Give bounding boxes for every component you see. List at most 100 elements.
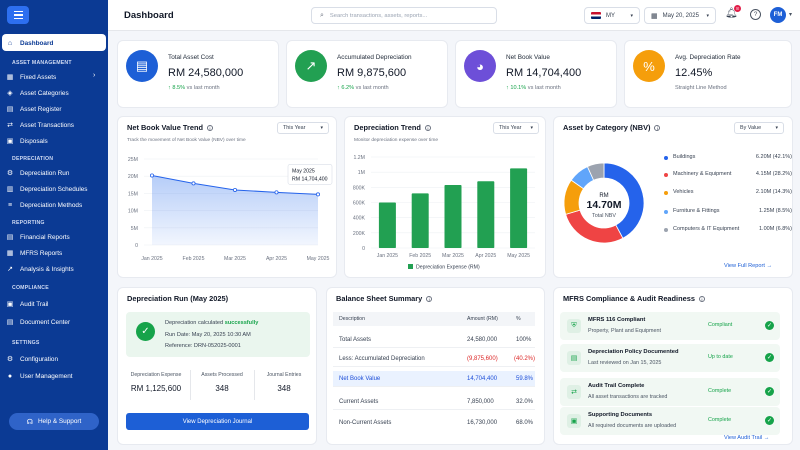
card-title: Net Book Value Trend i — [127, 123, 213, 132]
section-label-reporting: REPORTING — [12, 220, 45, 226]
sidebar-item-asset-register[interactable]: ▤ Asset Register — [6, 102, 62, 116]
chevron-right-icon[interactable]: › — [93, 72, 96, 79]
legend-swatch — [408, 264, 413, 269]
arrow-right-icon: → — [766, 263, 773, 269]
report-icon: ▤ — [6, 234, 14, 241]
headset-icon: ☊ — [26, 418, 33, 426]
info-icon[interactable]: i — [424, 125, 431, 132]
sidebar-item-label: Analysis & Insights — [20, 265, 74, 273]
value-dropdown[interactable]: By Value ▾ — [734, 122, 784, 134]
depreciation-bar — [444, 185, 462, 248]
chevron-down-icon: ▾ — [530, 125, 533, 131]
view-full-report-link[interactable]: View Full Report → — [724, 263, 772, 269]
period-dropdown[interactable]: This Year ▾ — [493, 122, 539, 134]
run-reference: Reference: DRN-052025-0001 — [165, 343, 241, 349]
view-depreciation-journal-button[interactable]: View Depreciation Journal — [126, 413, 309, 430]
stat-label: Depreciation Expense — [130, 372, 182, 378]
donut-slice — [586, 162, 605, 181]
analytics-icon: ↗ — [7, 266, 13, 273]
stat-label: Journal Entries — [266, 372, 302, 378]
compliance-card: MFRS Compliance & Audit Readiness i ⛨ MFRS… — [553, 287, 793, 445]
kpi-change: ↑ 8.5% vs last month — [168, 85, 220, 91]
sidebar-item-audit-trail[interactable]: ▣ Audit Trail — [6, 297, 49, 311]
sidebar-item-depreciation-run[interactable]: ⚙ Depreciation Run — [6, 166, 70, 180]
check-circle-icon: ✓ — [136, 322, 155, 341]
donut-center-label: RM — [599, 193, 608, 199]
donut-center-value: 14.70M — [586, 199, 621, 211]
legend-item: Computers & IT Equipment 1.00M (6.8%) — [664, 226, 792, 234]
item-desc: Property, Plant and Equipment — [588, 328, 662, 334]
y-tick-label: 5M — [131, 226, 138, 232]
sidebar-item-dashboard[interactable]: ⌂ Dashboard — [6, 36, 54, 50]
sidebar-item-depreciation-schedules[interactable]: ▥ Depreciation Schedules — [6, 182, 88, 196]
cell-pct: (40.2%) — [514, 356, 536, 362]
sidebar-item-label: Asset Categories — [20, 89, 69, 97]
info-icon[interactable]: i — [206, 125, 213, 132]
tag-icon: ◈ — [7, 90, 13, 97]
top-header: Dashboard ⌕ Search transactions, assets, … — [108, 0, 800, 31]
tooltip-box — [287, 164, 333, 185]
period-dropdown[interactable]: This Year ▾ — [277, 122, 329, 134]
document-icon: ▤ — [567, 351, 581, 365]
date-picker[interactable]: ▦ May 20, 2025 ▾ — [644, 7, 716, 24]
card-title: MFRS Compliance & Audit Readiness i — [563, 294, 705, 303]
sidebar-item-disposals[interactable]: ▣ Disposals — [6, 134, 48, 148]
y-tick-label: 400K — [353, 216, 366, 222]
legend-label: Computers & IT Equipment — [673, 226, 740, 232]
section-label-settings: SETTINGS — [12, 340, 40, 346]
item-title: Supporting Documents — [588, 412, 653, 418]
sidebar-item-mfrs-reports[interactable]: ▦ MFRS Reports — [6, 246, 63, 260]
period-value: This Year — [283, 125, 306, 131]
search-input[interactable]: ⌕ Search transactions, assets, reports... — [311, 7, 497, 24]
sidebar-item-asset-categories[interactable]: ◈ Asset Categories — [6, 86, 69, 100]
info-icon[interactable]: i — [654, 125, 661, 132]
cell-amount: 16,730,000 — [467, 420, 498, 426]
country-selector[interactable]: MY ▾ — [584, 7, 640, 24]
nbv-area-chart: 0 5M 10M 15M 20M 25M Jan 2025 Feb 2025 Mar 2025 A… — [128, 157, 333, 262]
sidebar-item-financial-reports[interactable]: ▤ Financial Reports — [6, 230, 70, 244]
sidebar-item-asset-transactions[interactable]: ⇄ Asset Transactions — [6, 118, 74, 132]
view-audit-trail-link[interactable]: View Audit Trail → — [724, 435, 769, 441]
transfer-icon: ⇄ — [7, 122, 13, 129]
cell-desc: Total Assets — [339, 337, 372, 343]
help-icon[interactable]: ? — [750, 9, 761, 20]
chevron-down-icon: ▾ — [630, 12, 633, 19]
sidebar-item-configuration[interactable]: ⚙ Configuration — [6, 352, 58, 366]
table-row: Less: Accumulated Depreciation (9,875,600… — [333, 351, 535, 367]
y-tick-label: 1.2M — [353, 155, 365, 161]
sidebar-item-fixed-assets[interactable]: ▦ Fixed Assets — [6, 70, 57, 84]
selector-value: By Value — [740, 125, 762, 131]
avatar[interactable]: FM — [770, 7, 786, 23]
status-word: successfully — [224, 320, 259, 326]
nbv-point — [315, 192, 320, 197]
sidebar-item-document-center[interactable]: ▤ Document Center — [6, 315, 70, 329]
item-desc: Last reviewed on Jan 15, 2025 — [588, 360, 662, 366]
kpi-label: Accumulated Depreciation — [337, 54, 412, 61]
donut-center-sub: Total NBV — [592, 213, 616, 219]
menu-toggle-button[interactable] — [7, 6, 29, 24]
table-row: Non-Current Assets 16,730,000 68.0% — [333, 415, 535, 431]
kpi-change-pct: 6.2% — [341, 85, 355, 91]
audit-icon: ▣ — [6, 301, 14, 308]
info-icon[interactable]: i — [426, 296, 433, 303]
grid-icon: ▦ — [6, 74, 14, 81]
info-icon[interactable]: i — [698, 296, 705, 303]
page-title: Dashboard — [124, 10, 174, 21]
legend-item: Machinery & Equipment 4.15M (28.2%) — [664, 171, 792, 179]
sidebar-item-depreciation-methods[interactable]: ≡ Depreciation Methods — [6, 198, 82, 212]
trend-up-icon: ↑ — [506, 85, 509, 91]
sidebar-item-user-management[interactable]: ● User Management — [6, 369, 73, 383]
sidebar-item-label: MFRS Reports — [20, 249, 63, 257]
help-support-button[interactable]: ☊ Help & Support — [9, 413, 99, 430]
depreciation-run-card: Depreciation Run (May 2025) ✓ Depreciati… — [117, 287, 317, 445]
bell-icon[interactable]: 🔔︎ — [725, 8, 738, 19]
stat-value: 348 — [277, 384, 291, 393]
column-header: Description — [339, 316, 365, 322]
sidebar-item-analysis[interactable]: ↗ Analysis & Insights — [6, 262, 74, 276]
audit-icon: ⇄ — [567, 385, 581, 399]
stat-label: Assets Processed — [201, 372, 243, 378]
sidebar-item-label: Configuration — [20, 355, 59, 363]
chevron-down-icon[interactable]: ▾ — [789, 12, 793, 18]
